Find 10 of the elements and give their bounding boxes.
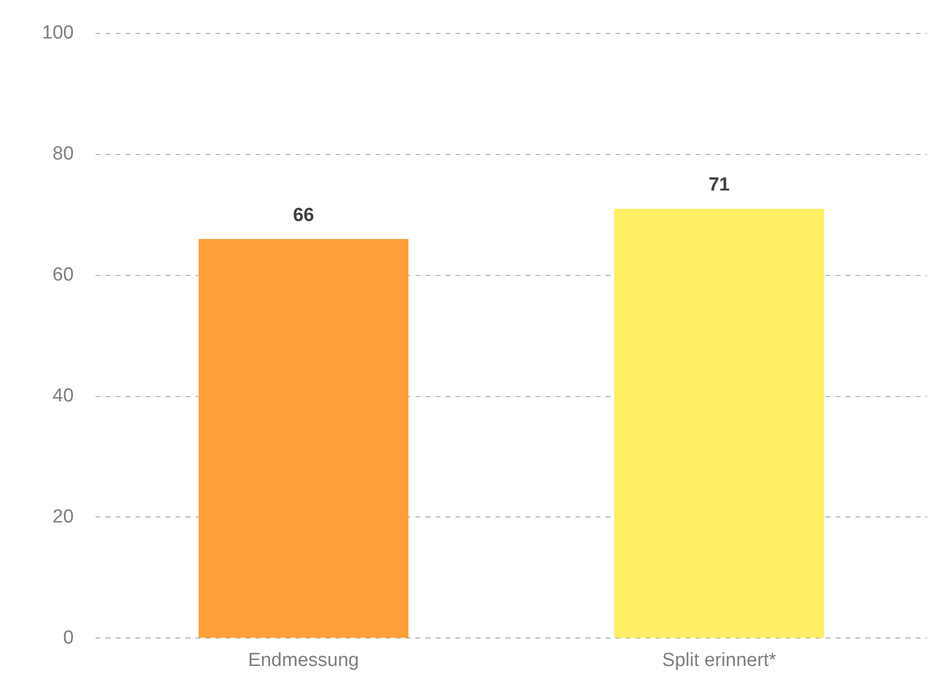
data-label: 71: [708, 174, 730, 196]
data-label: 66: [292, 204, 314, 226]
y-tick-label: 20: [52, 506, 74, 528]
y-tick-label: 80: [52, 144, 74, 165]
x-tick-label: Endmessung: [248, 650, 359, 671]
x-tick-label: Split erinnert*: [662, 650, 777, 671]
y-tick-label: 0: [63, 627, 74, 648]
y-tick-label: 40: [52, 386, 74, 407]
y-tick-label: 100: [42, 22, 74, 44]
y-tick-label: 60: [52, 264, 74, 286]
